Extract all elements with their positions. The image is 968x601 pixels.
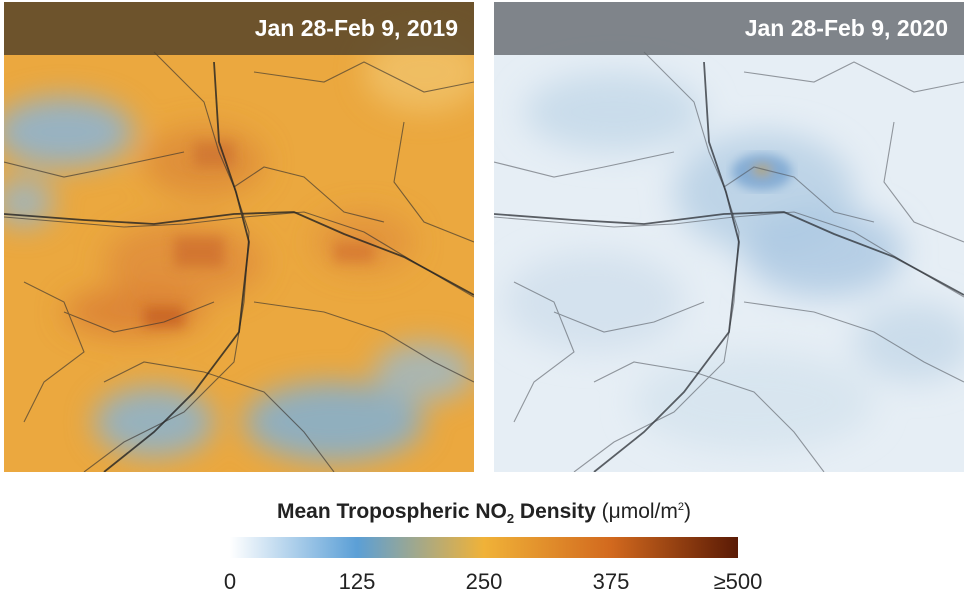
legend-unit-close: ) (684, 500, 692, 523)
colorbar (230, 537, 738, 558)
no2-map-2019 (4, 2, 474, 472)
colorbar-tick-label: 125 (338, 569, 376, 594)
no2-map-2020 (494, 2, 964, 472)
panel-date-label-2019: Jan 28-Feb 9, 2019 (4, 2, 474, 55)
colorbar-tick-label: 0 (223, 569, 237, 594)
panel-date-label-2020: Jan 28-Feb 9, 2020 (494, 2, 964, 55)
colorbar-tick-label: ≥500 (713, 569, 763, 594)
colorbar-tick-label: 375 (592, 569, 630, 594)
legend-title-main: Mean Tropospheric NO (276, 500, 507, 523)
legend-title-main-end: Density (514, 500, 602, 523)
map-panel-2020: Jan 28-Feb 9, 2020 (494, 2, 964, 472)
legend-title: Mean Tropospheric NO2 Density (μmol/m2) (0, 500, 968, 526)
legend-unit-superscript: 2 (677, 501, 685, 513)
colorbar-tick-label: 250 (465, 569, 503, 594)
legend-title-subscript: 2 (506, 511, 515, 527)
map-panel-2019: Jan 28-Feb 9, 2019 (4, 2, 474, 472)
legend-unit-open: (μmol/m (601, 500, 678, 523)
